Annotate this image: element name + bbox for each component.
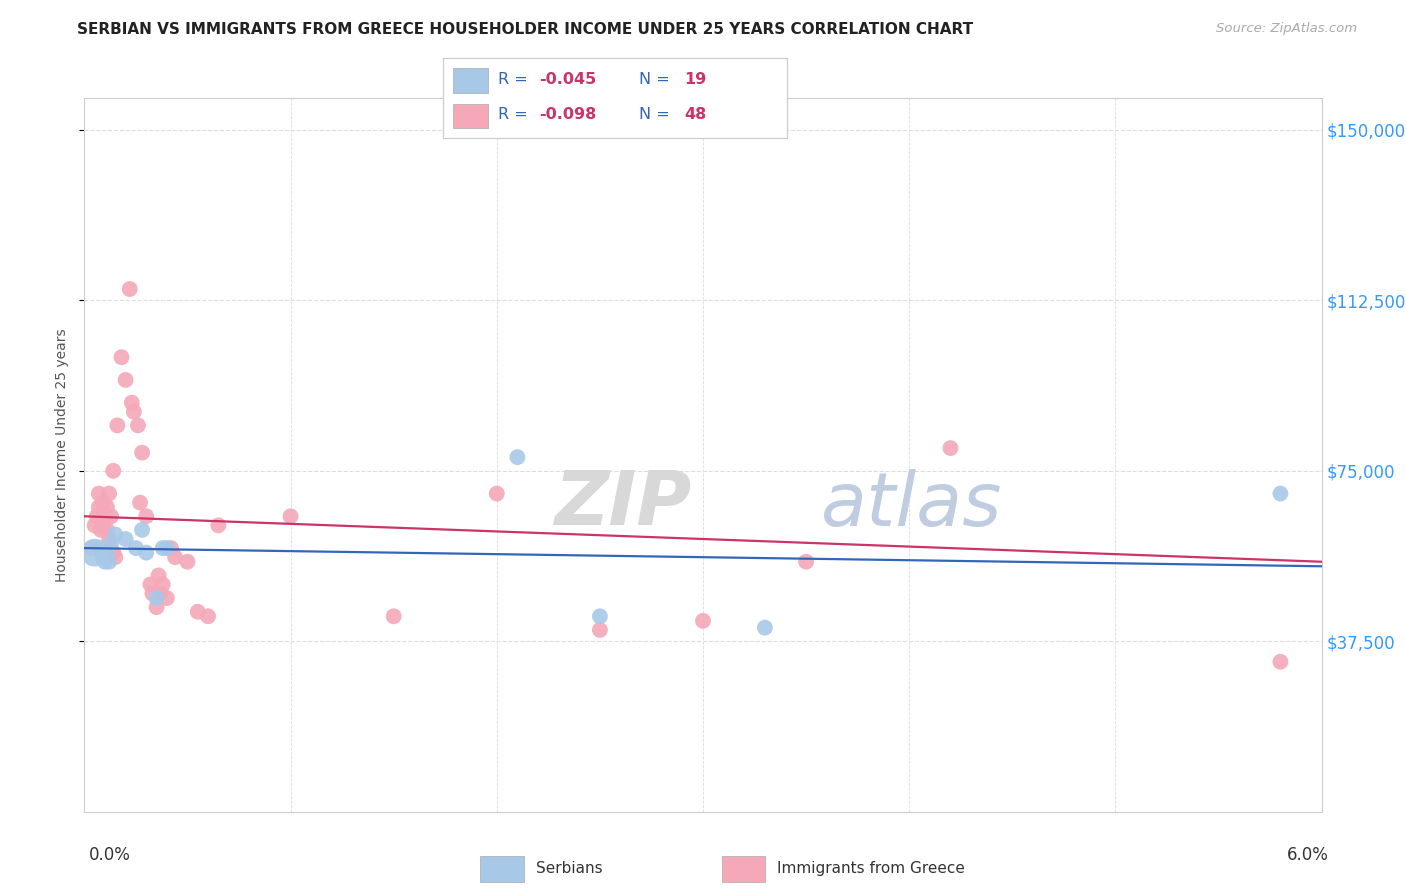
Point bbox=[91, 518, 114, 533]
Text: R =: R = bbox=[498, 72, 533, 87]
Point bbox=[131, 445, 153, 459]
Point bbox=[129, 496, 152, 510]
Point bbox=[141, 586, 163, 600]
Bar bbox=[453, 69, 488, 93]
Point bbox=[104, 527, 127, 541]
Point bbox=[90, 523, 112, 537]
Point bbox=[148, 568, 170, 582]
Text: Immigrants from Greece: Immigrants from Greece bbox=[778, 862, 965, 876]
Point bbox=[692, 614, 714, 628]
Point bbox=[794, 555, 817, 569]
Point bbox=[103, 464, 125, 478]
Point bbox=[197, 609, 219, 624]
Point bbox=[754, 621, 776, 635]
Point bbox=[127, 418, 149, 433]
Point bbox=[156, 541, 179, 555]
Point bbox=[118, 282, 141, 296]
Text: 19: 19 bbox=[685, 72, 706, 87]
Point bbox=[87, 486, 110, 500]
Point bbox=[87, 500, 110, 515]
Text: -0.098: -0.098 bbox=[540, 107, 596, 122]
Point bbox=[98, 532, 121, 546]
Text: N =: N = bbox=[640, 72, 675, 87]
Text: Source: ZipAtlas.com: Source: ZipAtlas.com bbox=[1216, 22, 1357, 36]
Bar bbox=[453, 103, 488, 128]
Point bbox=[280, 509, 302, 524]
Point bbox=[382, 609, 405, 624]
Point bbox=[589, 609, 612, 624]
Text: -0.045: -0.045 bbox=[540, 72, 596, 87]
Point bbox=[83, 518, 105, 533]
Point bbox=[87, 541, 110, 555]
Point bbox=[135, 546, 157, 560]
Point bbox=[82, 541, 104, 555]
Point bbox=[105, 418, 128, 433]
Point bbox=[86, 509, 108, 524]
Point bbox=[121, 395, 143, 409]
Point bbox=[145, 591, 167, 606]
Point bbox=[98, 555, 121, 569]
Point bbox=[114, 532, 136, 546]
Point bbox=[94, 509, 117, 524]
Point bbox=[135, 509, 157, 524]
Bar bbox=[481, 855, 523, 882]
Point bbox=[114, 373, 136, 387]
Text: atlas: atlas bbox=[821, 469, 1002, 541]
Point bbox=[104, 550, 127, 565]
Point bbox=[139, 577, 162, 591]
Point bbox=[1270, 486, 1292, 500]
Point bbox=[145, 600, 167, 615]
Text: N =: N = bbox=[640, 107, 675, 122]
Text: 6.0%: 6.0% bbox=[1286, 846, 1329, 863]
Point bbox=[165, 550, 187, 565]
Point bbox=[103, 546, 125, 560]
Text: Serbians: Serbians bbox=[536, 862, 603, 876]
Point bbox=[125, 541, 148, 555]
Point bbox=[152, 577, 174, 591]
Point bbox=[939, 441, 962, 455]
Point bbox=[96, 500, 118, 515]
Point bbox=[122, 405, 145, 419]
Point bbox=[91, 496, 114, 510]
Point bbox=[98, 486, 121, 500]
Point bbox=[589, 623, 612, 637]
Bar bbox=[721, 855, 765, 882]
Point bbox=[94, 555, 117, 569]
Point bbox=[160, 541, 183, 555]
Point bbox=[110, 350, 132, 364]
Point bbox=[131, 523, 153, 537]
Text: SERBIAN VS IMMIGRANTS FROM GREECE HOUSEHOLDER INCOME UNDER 25 YEARS CORRELATION : SERBIAN VS IMMIGRANTS FROM GREECE HOUSEH… bbox=[77, 22, 973, 37]
Text: 48: 48 bbox=[685, 107, 706, 122]
Point bbox=[149, 586, 172, 600]
Point bbox=[96, 523, 118, 537]
Point bbox=[100, 509, 122, 524]
Point bbox=[506, 450, 529, 465]
Point bbox=[485, 486, 508, 500]
Point bbox=[83, 546, 105, 560]
Text: R =: R = bbox=[498, 107, 533, 122]
Point bbox=[91, 550, 114, 565]
Point bbox=[1270, 655, 1292, 669]
Text: ZIP: ZIP bbox=[554, 468, 692, 541]
Text: 0.0%: 0.0% bbox=[89, 846, 131, 863]
Point bbox=[96, 546, 118, 560]
Point bbox=[152, 541, 174, 555]
Y-axis label: Householder Income Under 25 years: Householder Income Under 25 years bbox=[55, 328, 69, 582]
Point bbox=[100, 536, 122, 550]
Point bbox=[156, 591, 179, 606]
Point bbox=[207, 518, 229, 533]
Point bbox=[176, 555, 198, 569]
Point bbox=[187, 605, 209, 619]
